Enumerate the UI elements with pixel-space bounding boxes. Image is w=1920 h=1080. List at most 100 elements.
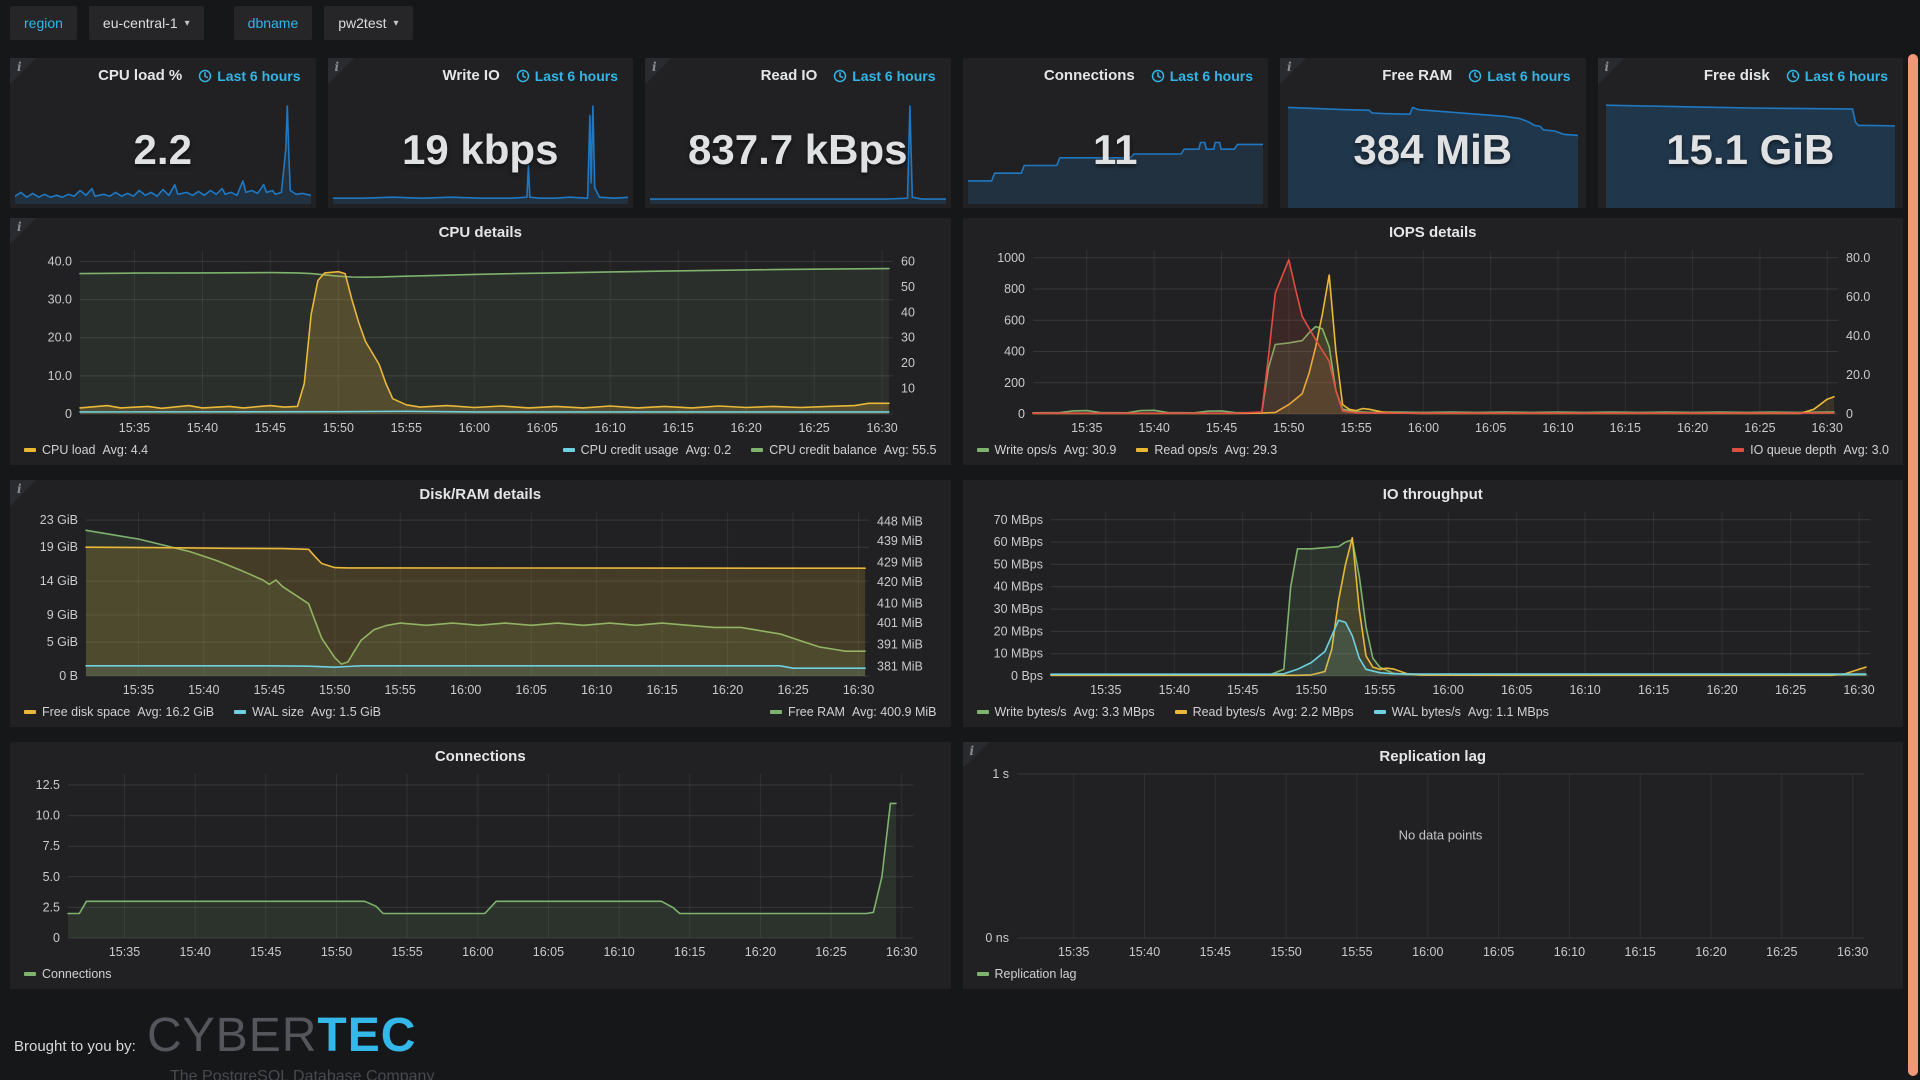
legend-item[interactable]: IO queue depth Avg: 3.0 bbox=[1732, 443, 1889, 457]
svg-text:15:45: 15:45 bbox=[254, 683, 285, 697]
svg-text:16:20: 16:20 bbox=[1695, 945, 1726, 959]
info-icon[interactable]: i bbox=[327, 58, 354, 84]
svg-text:15:40: 15:40 bbox=[180, 945, 211, 959]
variable-value: eu-central-1 bbox=[102, 15, 178, 31]
stat-sparkline bbox=[15, 104, 311, 204]
svg-text:16:05: 16:05 bbox=[533, 945, 564, 959]
stat-panel-title[interactable]: Free RAM bbox=[1382, 67, 1453, 84]
svg-text:439 MiB: 439 MiB bbox=[877, 534, 923, 548]
info-icon[interactable]: i bbox=[10, 480, 36, 506]
legend-item[interactable]: Connections bbox=[24, 967, 112, 981]
svg-text:16:10: 16:10 bbox=[1542, 421, 1573, 435]
legend-item[interactable]: WAL bytes/s Avg: 1.1 MBps bbox=[1373, 705, 1549, 719]
svg-text:23 GiB: 23 GiB bbox=[40, 513, 78, 527]
stat-panel-title[interactable]: Read IO bbox=[760, 67, 818, 84]
time-range-label[interactable]: Last 6 hours bbox=[516, 68, 618, 84]
svg-text:15:50: 15:50 bbox=[323, 421, 354, 435]
legend-item[interactable]: Read ops/s Avg: 29.3 bbox=[1136, 443, 1277, 457]
legend-series-label: Write bytes/s bbox=[994, 705, 1067, 719]
legend-item[interactable]: CPU load Avg: 4.4 bbox=[24, 443, 148, 457]
legend-item[interactable]: Replication lag bbox=[976, 967, 1077, 981]
time-range-label[interactable]: Last 6 hours bbox=[833, 68, 936, 84]
legend-series-avg: Avg: 1.5 GiB bbox=[311, 705, 381, 719]
svg-text:30: 30 bbox=[901, 331, 915, 345]
svg-text:16:05: 16:05 bbox=[516, 683, 547, 697]
legend-series-color bbox=[1174, 710, 1187, 714]
legend-item[interactable]: Write ops/s Avg: 30.9 bbox=[976, 443, 1116, 457]
info-icon[interactable]: i bbox=[962, 742, 989, 768]
clock-icon bbox=[1786, 69, 1799, 82]
graph-panel-title[interactable]: IO throughput bbox=[1382, 486, 1483, 503]
info-icon[interactable]: i bbox=[10, 58, 36, 84]
stat-sparkline bbox=[332, 104, 628, 204]
legend-series-avg: Avg: 55.5 bbox=[883, 443, 937, 457]
time-range-label[interactable]: Last 6 hours bbox=[1151, 68, 1253, 84]
legend-item[interactable]: CPU credit usage Avg: 0.2 bbox=[562, 443, 731, 457]
stat-value: 2.2 bbox=[133, 126, 192, 173]
stat-value: 19 kbps bbox=[402, 126, 559, 173]
svg-text:15:55: 15:55 bbox=[385, 683, 416, 697]
legend-item[interactable]: WAL size Avg: 1.5 GiB bbox=[234, 705, 381, 719]
svg-text:40 MBps: 40 MBps bbox=[993, 580, 1042, 594]
legend-series-label: Replication lag bbox=[994, 967, 1077, 981]
legend-item[interactable]: Free RAM Avg: 400.9 MiB bbox=[770, 705, 937, 719]
stat-panel-title[interactable]: Connections bbox=[1043, 67, 1135, 84]
stat-panel-title[interactable]: Write IO bbox=[442, 67, 500, 84]
info-icon[interactable]: i bbox=[10, 218, 36, 244]
graph-panel-title[interactable]: Connections bbox=[434, 748, 526, 765]
scrollbar-thumb[interactable] bbox=[1908, 54, 1918, 1076]
legend-series-avg: Avg: 1.1 MBps bbox=[1467, 705, 1549, 719]
graph-row-1: i CPU details 15:35 15:40 15:45 15:50 15:55 1… bbox=[10, 218, 1903, 465]
cybertec-logo[interactable]: CYBERTEC bbox=[147, 1012, 416, 1060]
legend-series-color bbox=[1373, 710, 1386, 714]
stat-panel-row: i CPU load % Last 6 hours 2.2 i Write IO bbox=[10, 58, 1903, 208]
svg-text:16:25: 16:25 bbox=[777, 683, 808, 697]
legend-item[interactable]: Write bytes/s Avg: 3.3 MBps bbox=[976, 705, 1155, 719]
caret-down-icon: ▾ bbox=[184, 17, 190, 29]
legend-series-color bbox=[976, 448, 989, 452]
graph-panel: IOPS details 15:35 15:40 15:45 15:50 15:55 16… bbox=[962, 218, 1903, 465]
svg-text:60: 60 bbox=[901, 254, 915, 268]
graph-panel-title[interactable]: Disk/RAM details bbox=[419, 486, 542, 503]
svg-text:15:50: 15:50 bbox=[1295, 683, 1326, 697]
clock-icon bbox=[1151, 69, 1164, 82]
legend-item[interactable]: Read bytes/s Avg: 2.2 MBps bbox=[1174, 705, 1354, 719]
legend-item[interactable]: CPU credit balance Avg: 55.5 bbox=[751, 443, 937, 457]
svg-text:15:35: 15:35 bbox=[1058, 945, 1089, 959]
stat-panel-title[interactable]: Free disk bbox=[1703, 67, 1770, 84]
legend-item[interactable]: Free disk space Avg: 16.2 GiB bbox=[24, 705, 214, 719]
info-icon[interactable]: i bbox=[1597, 58, 1624, 84]
stat-panel-title[interactable]: CPU load % bbox=[98, 67, 183, 84]
chart-plot-area: 15:35 15:40 15:45 15:50 15:55 16:00 16:05 16:10… bbox=[971, 244, 1896, 440]
svg-text:15:45: 15:45 bbox=[1205, 421, 1236, 435]
svg-text:0: 0 bbox=[1846, 407, 1853, 421]
variable-dropdown[interactable]: pw2test ▾ bbox=[324, 6, 413, 40]
chart-legend: Connections bbox=[24, 964, 937, 984]
svg-text:401 MiB: 401 MiB bbox=[877, 616, 923, 630]
svg-text:30 MBps: 30 MBps bbox=[993, 602, 1042, 616]
stat-panel: i Free disk Last 6 hours 15.1 GiB bbox=[1597, 58, 1903, 208]
legend-series-color bbox=[1732, 448, 1745, 452]
caret-down-icon: ▾ bbox=[393, 17, 399, 29]
info-icon[interactable]: i bbox=[1280, 58, 1306, 84]
graph-panel-title[interactable]: IOPS details bbox=[1388, 224, 1477, 241]
legend-series-label: WAL size bbox=[252, 705, 305, 719]
logo-tagline: The PostgreSQL Database Company bbox=[170, 1068, 435, 1080]
info-icon[interactable]: i bbox=[645, 58, 671, 84]
svg-text:16:15: 16:15 bbox=[674, 945, 705, 959]
legend-series-color bbox=[976, 972, 989, 976]
graph-panel-title[interactable]: CPU details bbox=[438, 224, 522, 241]
time-range-label[interactable]: Last 6 hours bbox=[198, 68, 301, 84]
svg-text:20: 20 bbox=[901, 356, 915, 370]
legend-series-color bbox=[562, 448, 575, 452]
legend-series-color bbox=[24, 448, 36, 452]
variable-dropdown[interactable]: eu-central-1 ▾ bbox=[88, 6, 204, 40]
svg-text:16:15: 16:15 bbox=[1637, 683, 1668, 697]
svg-text:40.0: 40.0 bbox=[1846, 329, 1870, 343]
legend-series-color bbox=[24, 972, 36, 976]
chart-plot-area: 15:35 15:40 15:45 15:50 15:55 16:00 16:05 16:10… bbox=[18, 244, 943, 440]
time-range-label[interactable]: Last 6 hours bbox=[1468, 68, 1571, 84]
time-range-label[interactable]: Last 6 hours bbox=[1786, 68, 1888, 84]
graph-panel-title[interactable]: Replication lag bbox=[1379, 748, 1487, 765]
clock-icon bbox=[834, 69, 847, 82]
